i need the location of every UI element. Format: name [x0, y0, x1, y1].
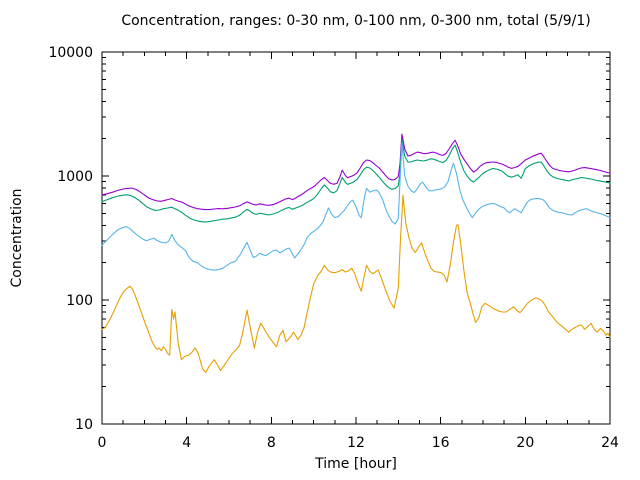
x-tick-label: 20 — [516, 435, 534, 451]
y-tick-label: 100 — [66, 293, 93, 309]
x-tick-label: 16 — [432, 435, 450, 451]
x-tick-label: 8 — [267, 435, 276, 451]
y-tick-label: 10 — [75, 417, 93, 433]
series-0-300-nm — [101, 138, 611, 223]
series-0-30-nm — [101, 194, 611, 374]
series-0-100-nm — [101, 142, 611, 271]
x-tick-label: 4 — [182, 435, 191, 451]
x-axis-title: Time [hour] — [315, 456, 397, 472]
plot-frame — [101, 51, 611, 425]
y-tick-label: 1000 — [57, 169, 93, 185]
series-total — [101, 133, 611, 211]
x-tick-label: 0 — [98, 435, 107, 451]
chart-title: Concentration, ranges: 0-30 nm, 0-100 nm… — [121, 13, 591, 29]
x-tick-label: 24 — [601, 435, 619, 451]
y-tick-label: 10000 — [48, 45, 93, 61]
x-tick-label: 12 — [347, 435, 365, 451]
